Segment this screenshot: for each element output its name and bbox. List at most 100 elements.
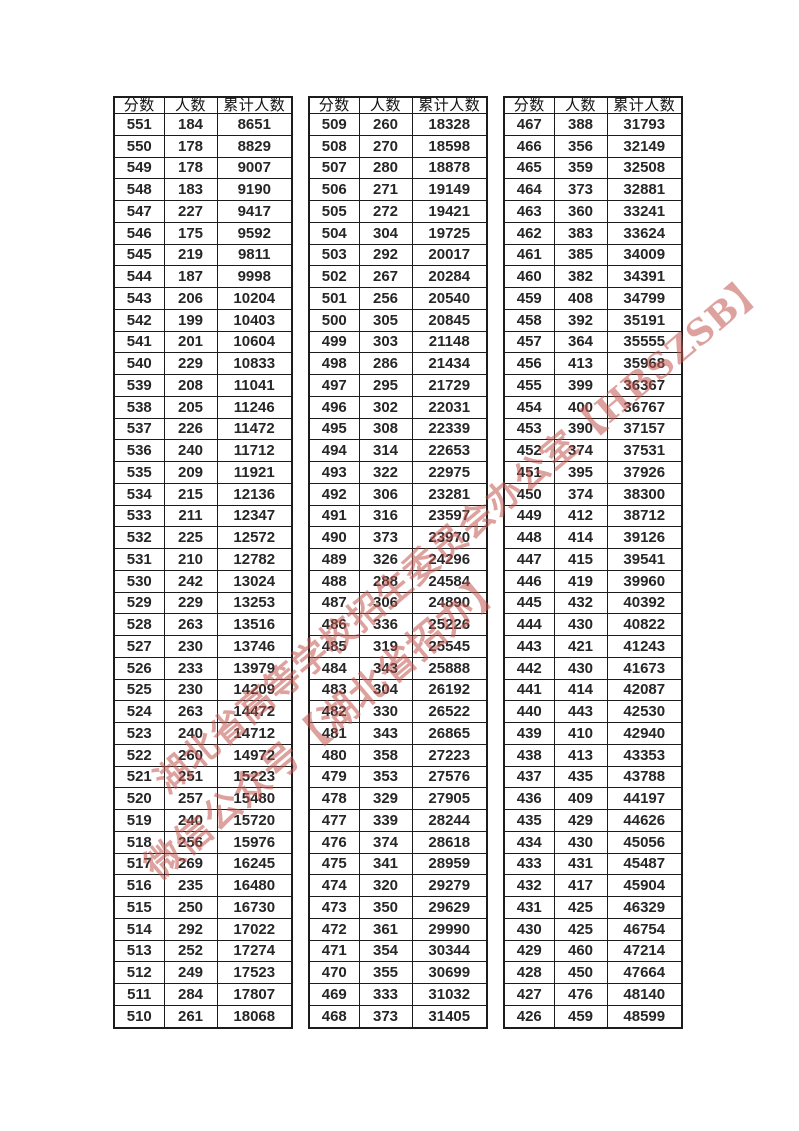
count-cell: 333 bbox=[358, 983, 413, 1006]
table-row: 473 350 29629 bbox=[308, 896, 488, 919]
cumulative-cell: 20540 bbox=[411, 287, 488, 310]
score-cell: 431 bbox=[503, 896, 555, 919]
count-cell: 252 bbox=[163, 939, 218, 963]
score-cell: 502 bbox=[308, 265, 360, 288]
cumulative-cell: 12347 bbox=[216, 504, 293, 528]
count-cell: 250 bbox=[163, 896, 218, 919]
column-header: 人数 bbox=[553, 96, 608, 114]
score-cell: 463 bbox=[503, 200, 555, 223]
count-cell: 395 bbox=[553, 461, 608, 484]
table-row: 461 385 34009 bbox=[503, 243, 683, 267]
count-cell: 292 bbox=[358, 243, 413, 267]
count-cell: 374 bbox=[553, 439, 608, 462]
count-cell: 383 bbox=[553, 221, 608, 245]
table-row: 522 260 14972 bbox=[113, 743, 293, 767]
count-cell: 443 bbox=[553, 700, 608, 723]
count-cell: 209 bbox=[163, 461, 218, 484]
table-row: 503 292 20017 bbox=[308, 243, 488, 267]
score-cell: 483 bbox=[308, 678, 360, 702]
table-row: 537 226 11472 bbox=[113, 417, 293, 441]
cumulative-cell: 36767 bbox=[606, 395, 683, 419]
score-cell: 452 bbox=[503, 439, 555, 462]
score-cell: 507 bbox=[308, 156, 360, 180]
count-cell: 329 bbox=[358, 787, 413, 810]
cumulative-cell: 18068 bbox=[216, 1004, 293, 1029]
table-row: 508 270 18598 bbox=[308, 134, 488, 158]
column-header: 累计人数 bbox=[216, 96, 293, 114]
score-cell: 487 bbox=[308, 591, 360, 615]
score-cell: 544 bbox=[113, 265, 165, 288]
count-cell: 305 bbox=[358, 308, 413, 332]
count-cell: 429 bbox=[553, 809, 608, 832]
column-header: 人数 bbox=[358, 96, 413, 114]
score-cell: 527 bbox=[113, 635, 165, 658]
table-row: 495 308 22339 bbox=[308, 417, 488, 441]
table-row: 500 305 20845 bbox=[308, 308, 488, 332]
cumulative-cell: 26865 bbox=[411, 722, 488, 745]
cumulative-cell: 35968 bbox=[606, 352, 683, 375]
table-row: 521 251 15223 bbox=[113, 765, 293, 789]
score-cell: 470 bbox=[308, 961, 360, 984]
cumulative-cell: 16480 bbox=[216, 874, 293, 897]
table-row: 499 303 21148 bbox=[308, 330, 488, 354]
table-row: 449 412 38712 bbox=[503, 504, 683, 528]
table-row: 478 329 27905 bbox=[308, 787, 488, 810]
count-cell: 314 bbox=[358, 439, 413, 462]
count-cell: 354 bbox=[358, 939, 413, 963]
cumulative-cell: 43353 bbox=[606, 743, 683, 767]
count-cell: 284 bbox=[163, 983, 218, 1006]
score-cell: 438 bbox=[503, 743, 555, 767]
table-row: 462 383 33624 bbox=[503, 221, 683, 245]
score-cell: 477 bbox=[308, 809, 360, 832]
cumulative-cell: 38712 bbox=[606, 504, 683, 528]
score-cell: 426 bbox=[503, 1004, 555, 1029]
table-row: 465 359 32508 bbox=[503, 156, 683, 180]
cumulative-cell: 13979 bbox=[216, 656, 293, 680]
count-cell: 225 bbox=[163, 526, 218, 549]
header-row: 分数 人数 累计人数 bbox=[503, 96, 683, 114]
table-row: 523 240 14712 bbox=[113, 722, 293, 745]
cumulative-cell: 15720 bbox=[216, 809, 293, 832]
score-cell: 505 bbox=[308, 200, 360, 223]
score-cell: 451 bbox=[503, 461, 555, 484]
cumulative-cell: 13024 bbox=[216, 569, 293, 593]
cumulative-cell: 9190 bbox=[216, 178, 293, 201]
count-cell: 414 bbox=[553, 526, 608, 549]
score-cell: 532 bbox=[113, 526, 165, 549]
table-row: 433 431 45487 bbox=[503, 852, 683, 876]
cumulative-cell: 11041 bbox=[216, 374, 293, 397]
cumulative-cell: 10604 bbox=[216, 330, 293, 354]
table-row: 546 175 9592 bbox=[113, 221, 293, 245]
cumulative-cell: 19149 bbox=[411, 178, 488, 201]
table-row: 483 304 26192 bbox=[308, 678, 488, 702]
score-cell: 509 bbox=[308, 113, 360, 136]
table-row: 466 356 32149 bbox=[503, 134, 683, 158]
table-row: 463 360 33241 bbox=[503, 200, 683, 223]
table-row: 510 261 18068 bbox=[113, 1004, 293, 1029]
count-cell: 240 bbox=[163, 439, 218, 462]
cumulative-cell: 42530 bbox=[606, 700, 683, 723]
table-row: 506 271 19149 bbox=[308, 178, 488, 201]
count-cell: 256 bbox=[358, 287, 413, 310]
cumulative-cell: 44197 bbox=[606, 787, 683, 810]
table-row: 501 256 20540 bbox=[308, 287, 488, 310]
column-header: 累计人数 bbox=[411, 96, 488, 114]
count-cell: 390 bbox=[553, 417, 608, 441]
table-row: 472 361 29990 bbox=[308, 917, 488, 941]
score-cell: 533 bbox=[113, 504, 165, 528]
score-cell: 513 bbox=[113, 939, 165, 963]
table-row: 509 260 18328 bbox=[308, 113, 488, 136]
cumulative-cell: 40392 bbox=[606, 591, 683, 615]
score-cell: 508 bbox=[308, 134, 360, 158]
score-cell: 541 bbox=[113, 330, 165, 354]
score-cell: 546 bbox=[113, 221, 165, 245]
cumulative-cell: 41243 bbox=[606, 635, 683, 658]
cumulative-cell: 10403 bbox=[216, 308, 293, 332]
count-cell: 361 bbox=[358, 917, 413, 941]
table-row: 454 400 36767 bbox=[503, 395, 683, 419]
count-cell: 459 bbox=[553, 1004, 608, 1029]
count-cell: 316 bbox=[358, 504, 413, 528]
cumulative-cell: 14472 bbox=[216, 700, 293, 723]
cumulative-cell: 8651 bbox=[216, 113, 293, 136]
score-cell: 449 bbox=[503, 504, 555, 528]
